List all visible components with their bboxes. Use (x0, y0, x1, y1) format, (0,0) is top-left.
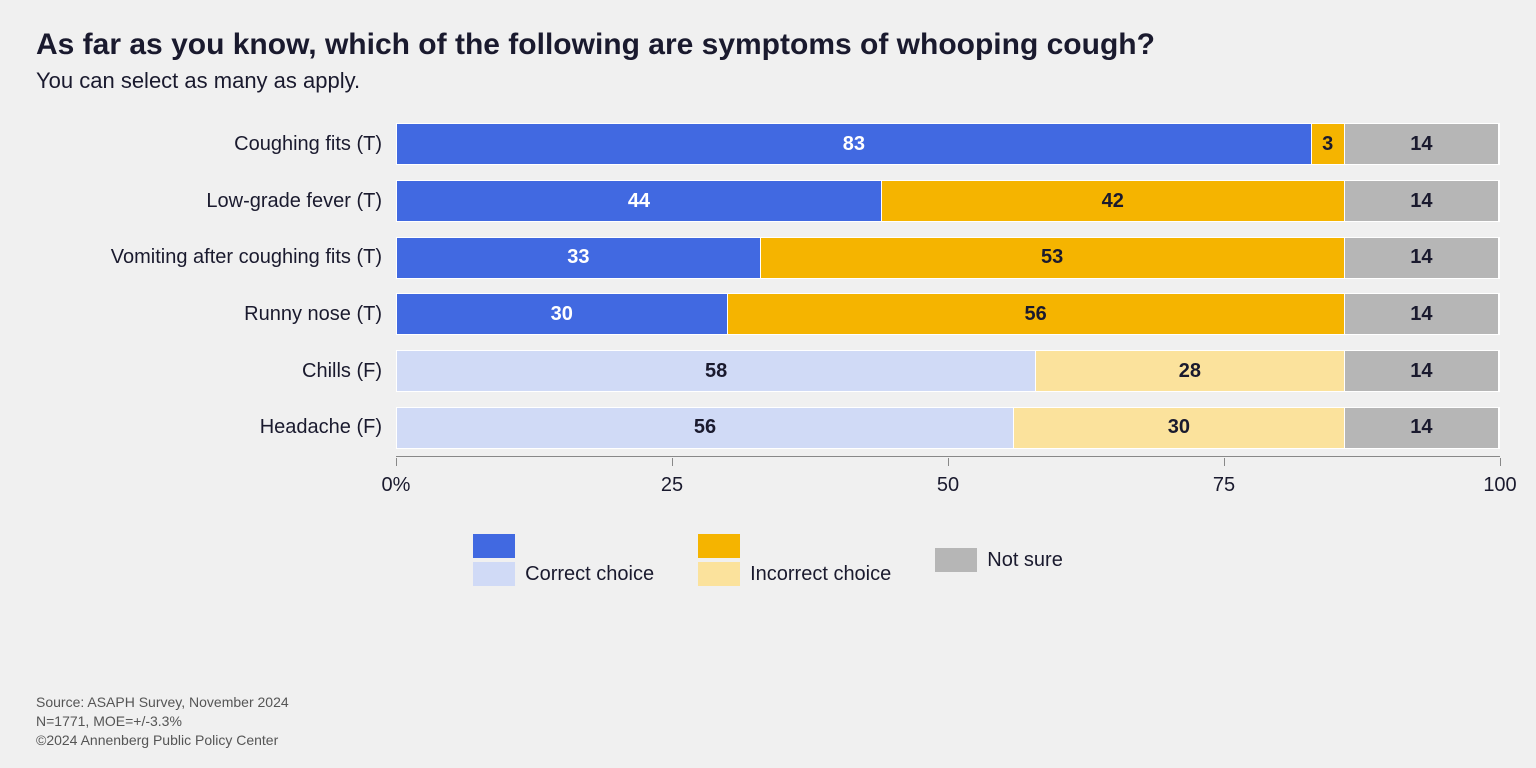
footer-copyright: ©2024 Annenberg Public Policy Center (36, 731, 289, 750)
x-tick-label: 100 (1483, 474, 1516, 497)
bar-row: 582814 (396, 343, 1500, 400)
segment-correct: 56 (397, 408, 1014, 448)
y-axis-label: Vomiting after coughing fits (T) (36, 229, 396, 286)
bar-row: 444214 (396, 173, 1500, 230)
segment-notsure: 14 (1345, 124, 1499, 164)
swatch-correct-light (473, 562, 515, 586)
y-axis-label: Chills (F) (36, 343, 396, 400)
segment-correct: 58 (397, 351, 1036, 391)
x-tick-mark (672, 458, 673, 466)
legend-incorrect-label: Incorrect choice (740, 563, 891, 586)
y-axis-label: Low-grade fever (T) (36, 173, 396, 230)
x-tick-label: 50 (937, 474, 959, 497)
bar-track: 444214 (396, 180, 1500, 222)
y-axis-label: Headache (F) (36, 399, 396, 456)
chart-area: Coughing fits (T)Low-grade fever (T)Vomi… (36, 116, 1500, 456)
x-tick-mark (1500, 458, 1501, 466)
bar-row: 563014 (396, 399, 1500, 456)
segment-incorrect: 28 (1036, 351, 1345, 391)
bar-row: 83314 (396, 116, 1500, 173)
y-axis-label: Runny nose (T) (36, 286, 396, 343)
y-axis-label: Coughing fits (T) (36, 116, 396, 173)
x-tick-label: 25 (661, 474, 683, 497)
y-axis-labels: Coughing fits (T)Low-grade fever (T)Vomi… (36, 116, 396, 456)
bar-row: 335314 (396, 229, 1500, 286)
legend: Correct choice Incorrect choice Not sure (36, 534, 1500, 586)
footer-source: Source: ASAPH Survey, November 2024 (36, 693, 289, 712)
segment-notsure: 14 (1345, 181, 1499, 221)
segment-notsure: 14 (1345, 238, 1499, 278)
x-tick-mark (948, 458, 949, 466)
swatch-incorrect-dark (698, 534, 740, 558)
bars-region: 83314444214335314305614582814563014 (396, 116, 1500, 456)
footer-sample: N=1771, MOE=+/-3.3% (36, 712, 289, 731)
x-tick-label: 0% (382, 474, 411, 497)
x-axis-labels: 0%255075100 (396, 466, 1500, 496)
swatch-correct-dark (473, 534, 515, 558)
segment-correct: 83 (397, 124, 1312, 164)
segment-incorrect: 30 (1014, 408, 1345, 448)
x-tick-mark (396, 458, 397, 466)
legend-correct: Correct choice (473, 534, 674, 586)
segment-correct: 30 (397, 294, 728, 334)
chart-footer: Source: ASAPH Survey, November 2024 N=17… (36, 693, 289, 750)
segment-incorrect: 56 (728, 294, 1345, 334)
chart-title: As far as you know, which of the followi… (36, 28, 1500, 62)
legend-notsure: Not sure (935, 534, 1063, 586)
chart-subtitle: You can select as many as apply. (36, 68, 1500, 94)
segment-correct: 44 (397, 181, 882, 221)
segment-incorrect: 53 (761, 238, 1345, 278)
swatch-notsure (935, 548, 977, 572)
bar-track: 563014 (396, 407, 1500, 449)
bar-track: 305614 (396, 293, 1500, 335)
segment-notsure: 14 (1345, 351, 1499, 391)
swatch-incorrect-light (698, 562, 740, 586)
segment-incorrect: 42 (882, 181, 1345, 221)
bar-row: 305614 (396, 286, 1500, 343)
legend-incorrect: Incorrect choice (698, 534, 911, 586)
x-tick-label: 75 (1213, 474, 1235, 497)
segment-notsure: 14 (1345, 294, 1499, 334)
bar-track: 335314 (396, 237, 1500, 279)
x-tick-marks (396, 458, 1500, 466)
legend-notsure-label: Not sure (977, 549, 1063, 572)
bar-track: 83314 (396, 123, 1500, 165)
segment-notsure: 14 (1345, 408, 1499, 448)
chart-container: As far as you know, which of the followi… (0, 0, 1536, 768)
segment-correct: 33 (397, 238, 761, 278)
x-tick-mark (1224, 458, 1225, 466)
segment-incorrect: 3 (1312, 124, 1345, 164)
legend-correct-label: Correct choice (515, 563, 654, 586)
bar-track: 582814 (396, 350, 1500, 392)
